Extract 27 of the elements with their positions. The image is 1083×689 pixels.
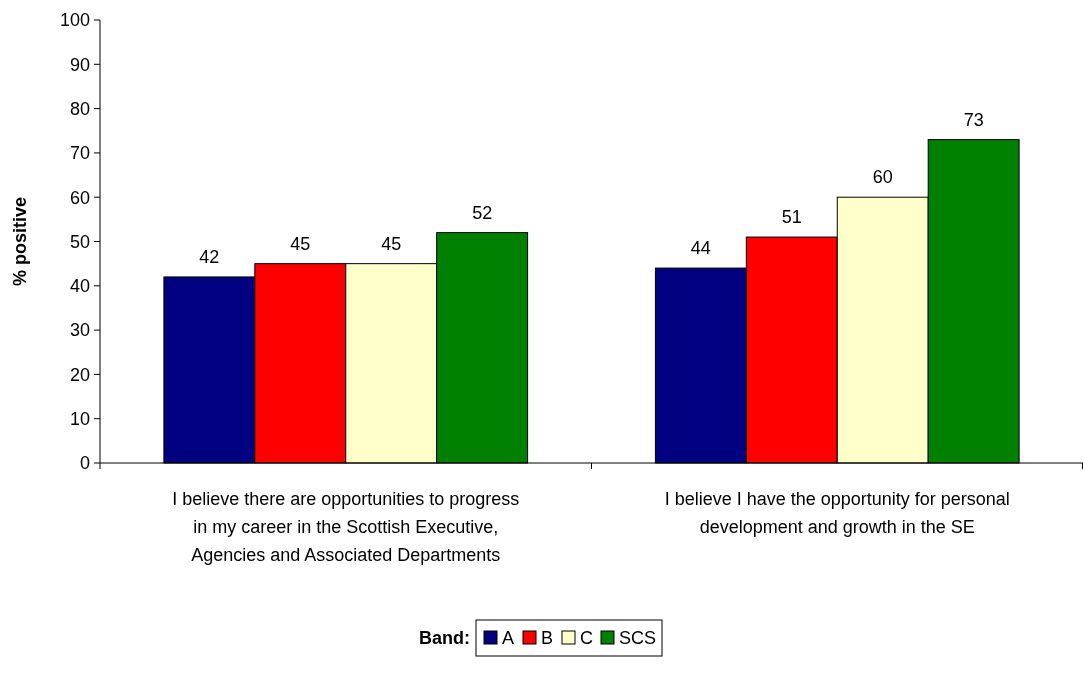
y-tick-label: 50: [69, 231, 90, 252]
data-label: 60: [872, 167, 893, 188]
y-tick-label: 60: [69, 187, 90, 208]
legend-label: A: [502, 628, 515, 649]
data-label: 45: [290, 233, 311, 254]
data-label: 45: [381, 233, 402, 254]
y-tick-label: 40: [69, 276, 90, 297]
y-tick-label: 30: [69, 320, 90, 341]
y-tick-label: 90: [69, 54, 90, 75]
data-label: 42: [199, 246, 220, 267]
y-tick-label: 70: [69, 143, 90, 164]
x-tick-label: I believe there are opportunities to progress in my career in the Scottish Executive, Agencies and Associated Departments: [172, 489, 520, 565]
x-tick-label: I believe I have the opportunity for personal development and growth in the SE: [664, 489, 1010, 537]
legend-label: C: [580, 628, 593, 649]
legend-label: B: [541, 628, 554, 649]
data-label: 44: [690, 238, 711, 259]
legend-title: Band:: [419, 628, 470, 649]
data-label: 52: [472, 202, 493, 223]
y-axis-title: % positive: [10, 196, 30, 287]
data-label: 73: [963, 109, 984, 130]
y-tick-label: 20: [69, 364, 90, 385]
y-tick-label: 100: [59, 10, 90, 31]
data-label: 51: [781, 207, 802, 228]
legend-label: SCS: [619, 628, 657, 649]
y-tick-label: 10: [69, 409, 90, 429]
y-tick-label: 80: [69, 98, 90, 119]
y-tick-label: 0: [79, 453, 90, 474]
